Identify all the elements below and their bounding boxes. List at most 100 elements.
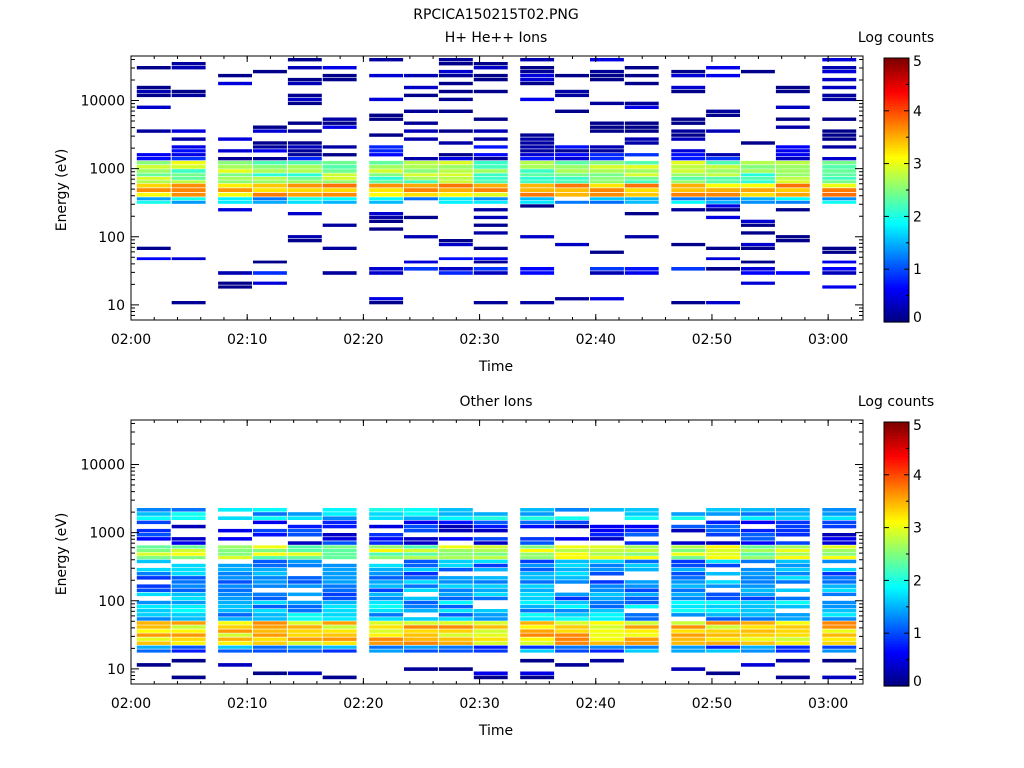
spectrogram-cell <box>671 604 706 609</box>
spectrogram-cell <box>322 537 357 541</box>
spectrogram-cell <box>438 621 473 625</box>
spectrogram-cell <box>218 588 252 592</box>
spectrogram-cell <box>369 271 404 275</box>
spectrogram-cell <box>555 625 589 629</box>
spectrogram-cell <box>369 508 404 512</box>
spectrogram-cell <box>322 596 357 601</box>
spectrogram-cell <box>438 97 473 102</box>
spectrogram-cell <box>624 180 659 184</box>
spectrogram-cell <box>520 141 555 145</box>
spectrogram-cell <box>171 197 206 201</box>
spectrogram-cell <box>438 271 473 275</box>
spectrogram-cell <box>473 545 508 549</box>
spectrogram-cell <box>775 633 810 637</box>
spectrogram-cell <box>671 567 706 572</box>
spectrogram-cell <box>136 584 171 588</box>
spectrogram-cell <box>473 183 508 188</box>
spectrogram-cell <box>404 567 438 572</box>
spectrogram-cell <box>822 176 857 180</box>
spectrogram-cell <box>775 192 810 197</box>
spectrogram-cell <box>706 580 740 584</box>
spectrogram-cell <box>822 77 857 82</box>
spectrogram-cell <box>438 641 473 645</box>
spectrogram-cell <box>218 609 252 613</box>
spectrogram-cell <box>624 105 659 109</box>
colorbar-swatch <box>884 580 909 584</box>
spectrogram-cell <box>520 520 555 525</box>
spectrogram-cell <box>287 641 322 645</box>
spectrogram-cell <box>438 129 473 133</box>
colorbar-swatch <box>884 678 909 682</box>
spectrogram-cell <box>555 617 589 621</box>
spectrogram-cell <box>473 137 508 141</box>
spectrogram-cell <box>253 192 287 197</box>
spectrogram-cell <box>218 600 252 605</box>
spectrogram-cell <box>822 559 857 564</box>
spectrogram-cell <box>404 552 438 556</box>
spectrogram-cell <box>253 621 287 625</box>
colorbar-swatch <box>884 548 909 552</box>
spectrogram-cell <box>741 160 775 165</box>
colorbar-swatch <box>884 110 909 115</box>
x-tick-label: 02:50 <box>692 696 732 712</box>
spectrogram-cell <box>438 180 473 184</box>
spectrogram-cell <box>171 633 206 637</box>
spectrogram-cell <box>438 545 473 549</box>
spectrogram-cell <box>775 117 810 121</box>
spectrogram-cell <box>624 604 659 609</box>
spectrogram-cell <box>624 528 659 533</box>
spectrogram-cell <box>555 645 589 649</box>
spectrogram-cell <box>706 541 740 545</box>
colorbar-swatch <box>884 490 909 494</box>
y-axis-label: Energy (eV) <box>54 513 70 596</box>
spectrogram-cell <box>473 117 508 121</box>
spectrogram-cell <box>590 609 624 613</box>
spectrogram-cell <box>171 580 206 584</box>
spectrogram-cell <box>404 192 438 197</box>
spectrogram-cell <box>369 73 404 78</box>
spectrogram-cell <box>136 625 171 629</box>
spectrogram-cell <box>775 89 810 94</box>
spectrogram-cell <box>404 267 438 271</box>
spectrogram-cell <box>136 588 171 592</box>
spectrogram-cell <box>404 109 438 113</box>
colorbar-swatch <box>884 213 909 217</box>
spectrogram-cell <box>369 600 404 605</box>
spectrogram-cell <box>624 81 659 86</box>
spectrogram-cell <box>775 160 810 165</box>
spectrogram-cell <box>369 541 404 545</box>
spectrogram-cell <box>555 183 589 188</box>
spectrogram-cell <box>520 613 555 617</box>
spectrogram-cell <box>473 192 508 197</box>
spectrogram-cell <box>706 520 740 525</box>
spectrogram-cell <box>671 242 706 247</box>
spectrogram-cell <box>253 600 287 605</box>
spectrogram-cell <box>741 512 775 516</box>
spectrogram-cell <box>671 157 706 161</box>
spectrogram-cell <box>136 512 171 516</box>
colorbar-swatch <box>884 485 909 489</box>
spectrogram-cell <box>473 157 508 161</box>
spectrogram-cell <box>136 621 171 625</box>
spectrogram-cell <box>287 576 322 580</box>
spectrogram-cell <box>322 567 357 572</box>
spectrogram-cell <box>741 516 775 520</box>
spectrogram-cell <box>136 257 171 261</box>
spectrogram-cell <box>822 600 857 605</box>
spectrogram-cell <box>555 600 589 605</box>
spectrogram-cell <box>624 160 659 165</box>
spectrogram-cell <box>322 552 357 556</box>
spectrogram-cell <box>822 541 857 545</box>
spectrogram-cell <box>171 165 206 169</box>
spectrogram-cell <box>369 58 404 62</box>
spectrogram-cell <box>520 592 555 597</box>
spectrogram-cell <box>322 188 357 192</box>
spectrogram-cell <box>590 567 624 572</box>
colorbar-swatch <box>884 234 909 239</box>
spectrogram-cell <box>590 637 624 641</box>
spectrogram-cell <box>775 629 810 633</box>
x-tick-label: 02:40 <box>576 332 616 348</box>
spectrogram-cell <box>624 552 659 556</box>
y-tick-label: 10000 <box>80 94 125 110</box>
spectrogram-cell <box>555 157 589 161</box>
